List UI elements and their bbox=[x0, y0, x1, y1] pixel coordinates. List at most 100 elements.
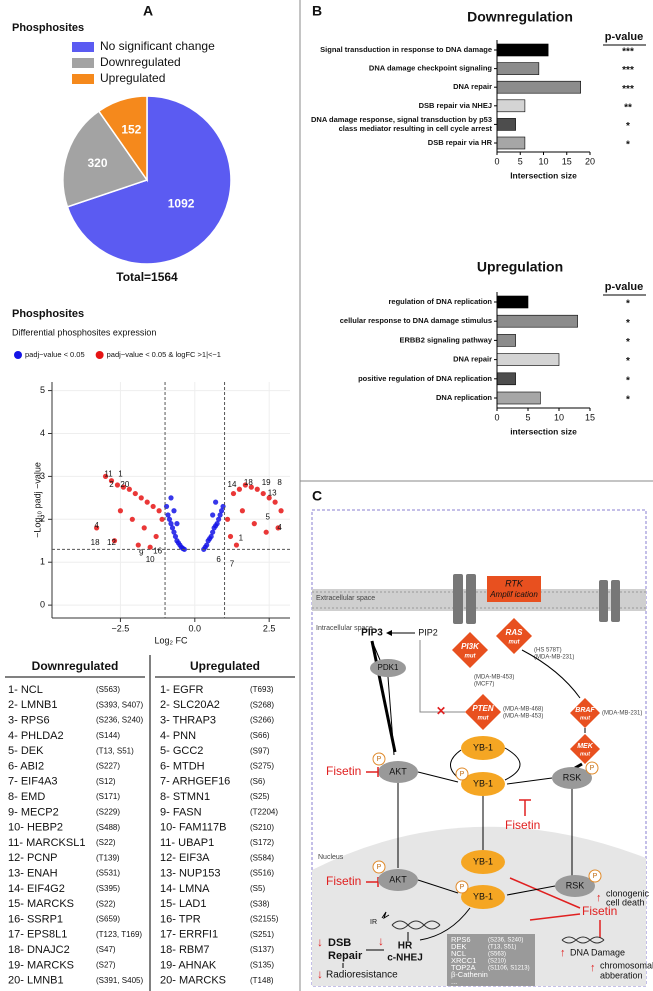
yb1-node bbox=[461, 736, 505, 760]
phospho-label: P bbox=[377, 756, 382, 763]
table-cell: (S236, S240) bbox=[96, 716, 143, 725]
gene-site: (S210) bbox=[488, 959, 506, 965]
ras: RAS bbox=[506, 628, 524, 637]
table-cell: (T693) bbox=[250, 685, 274, 694]
data-point bbox=[126, 486, 132, 492]
yb1: YB-1 bbox=[473, 742, 493, 752]
phospho-label: P bbox=[590, 765, 595, 772]
table-cell: 2- SLC20A2 bbox=[160, 699, 220, 711]
x-tick-label: 0.0 bbox=[189, 623, 202, 633]
point-label: 10 bbox=[146, 555, 155, 564]
data-point bbox=[172, 533, 179, 540]
mut: mut bbox=[580, 715, 591, 721]
category-label: positive regulation of DNA replication bbox=[358, 374, 492, 383]
legend-marker bbox=[95, 351, 104, 359]
data-point bbox=[254, 486, 260, 492]
phospho-circle bbox=[588, 869, 602, 883]
bar bbox=[496, 62, 540, 75]
data-point bbox=[208, 533, 214, 540]
rsk-node bbox=[552, 767, 592, 789]
phospho-circle bbox=[372, 860, 386, 874]
arrow bbox=[419, 907, 471, 941]
p-value: * bbox=[626, 395, 630, 406]
table-cell: 9- MECP2 bbox=[8, 806, 59, 818]
table-cell: 8- EMD bbox=[8, 791, 45, 803]
rsk: RSK bbox=[563, 772, 582, 782]
table-cell: (S266) bbox=[250, 716, 274, 725]
table-cell: (T13, S51) bbox=[96, 746, 134, 755]
clonogenic: clonogenic bbox=[606, 888, 650, 898]
table-cell: 2- LMNB1 bbox=[8, 699, 58, 711]
mut: mut bbox=[509, 640, 521, 646]
receptor bbox=[453, 574, 463, 624]
bar bbox=[496, 334, 516, 347]
x-tick-label: 15 bbox=[585, 412, 595, 422]
gene-name: DEK bbox=[451, 942, 466, 951]
yb1-node bbox=[461, 885, 505, 909]
data-point bbox=[218, 508, 225, 514]
y-tick-label: 3 bbox=[40, 471, 45, 481]
down-arrow: ↓ bbox=[317, 967, 323, 981]
table-cell: 13- ENAH bbox=[8, 868, 58, 880]
mut: mut bbox=[478, 716, 490, 722]
table-cell: (S210) bbox=[250, 823, 274, 832]
mut: mut bbox=[465, 654, 477, 660]
data-point bbox=[159, 516, 165, 522]
panel-label: C bbox=[312, 488, 322, 504]
point-label: 14 bbox=[228, 480, 237, 489]
p-value: *** bbox=[622, 47, 634, 58]
up-arrow: ↑ bbox=[590, 962, 596, 974]
table-cell: 15- MARCKS bbox=[8, 898, 74, 910]
table-cell: (S275) bbox=[250, 762, 274, 771]
membrane bbox=[312, 589, 646, 611]
table-cell: (S563) bbox=[96, 685, 120, 694]
inhibition bbox=[419, 640, 465, 713]
table-cell: 9- FASN bbox=[160, 806, 202, 818]
yb1: YB-1 bbox=[473, 891, 493, 901]
data-point bbox=[114, 482, 121, 488]
slice-label: 1092 bbox=[168, 197, 195, 211]
chromosomal: chromosomal bbox=[600, 960, 653, 970]
point-label: 19 bbox=[262, 478, 271, 487]
chart-title: Phosphosites bbox=[12, 308, 84, 320]
x-axis-label: Log₂ FC bbox=[154, 635, 188, 645]
point-label: 16 bbox=[153, 547, 162, 556]
region-label: Extracellular space bbox=[316, 595, 375, 602]
gene-site: (S563) bbox=[488, 952, 506, 958]
table-cell: (S395) bbox=[96, 884, 120, 893]
point-label: 2 bbox=[109, 480, 114, 489]
data-point bbox=[102, 473, 109, 479]
table-cell: 8- STMN1 bbox=[160, 791, 210, 803]
legend-marker bbox=[14, 351, 22, 359]
data-point bbox=[171, 529, 177, 535]
table-header: Downregulated bbox=[32, 659, 119, 673]
data-point bbox=[166, 516, 173, 522]
arrow bbox=[506, 777, 553, 785]
panel-label: A bbox=[143, 3, 153, 19]
point-label: 4 bbox=[94, 521, 99, 530]
braf: BRAF bbox=[575, 707, 595, 714]
mut: mut bbox=[580, 751, 591, 757]
panel-label: B bbox=[312, 3, 322, 19]
gene-site: (S236, S240) bbox=[488, 938, 523, 944]
data-point bbox=[150, 503, 156, 510]
phospho-marks: P P P P P P bbox=[372, 752, 602, 894]
table-cell: (S66) bbox=[250, 731, 270, 740]
pathway-diagram: RTK Amplif ication Extracellular space I… bbox=[311, 509, 653, 987]
arrow bbox=[387, 676, 395, 756]
table-cell: (T123, T169) bbox=[96, 930, 142, 939]
data-point bbox=[138, 495, 144, 501]
table-cell: 15- LAD1 bbox=[160, 898, 206, 910]
table-cell: 7- EIF4A3 bbox=[8, 776, 58, 788]
yb1-node bbox=[461, 850, 505, 874]
data-point bbox=[174, 521, 180, 527]
phospho-label: P bbox=[460, 884, 465, 891]
p-value: * bbox=[626, 318, 630, 329]
gene-name: NCL bbox=[451, 949, 466, 958]
p-value: * bbox=[626, 356, 630, 367]
p-value: ** bbox=[624, 102, 632, 113]
x-tick-label: 10 bbox=[538, 156, 548, 166]
phospho-circle bbox=[585, 761, 599, 775]
arrow bbox=[506, 885, 556, 896]
